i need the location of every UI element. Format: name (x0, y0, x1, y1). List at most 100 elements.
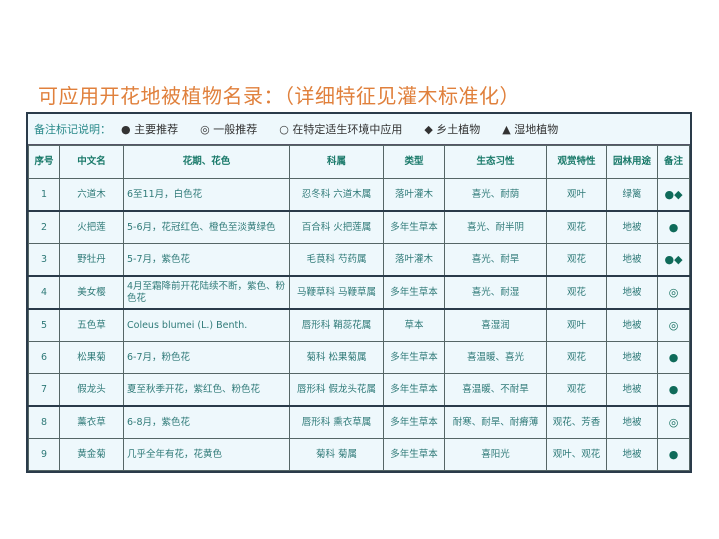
table-cell: 马鞭草科 马鞭草属 (289, 275, 384, 310)
table-cell: 喜光、耐半阴 (444, 210, 547, 244)
table-cell: 观花 (546, 243, 607, 277)
table-row: 1 六道木 6至11月，白色花 忍冬科 六道木属 落叶灌木 喜光、耐荫 观叶 绿篱 ●◆ (28, 178, 690, 212)
table-cell: 5 (28, 308, 60, 342)
table-cell: 5-7月，紫色花 (123, 243, 290, 277)
table-cell: 观花 (546, 373, 607, 407)
table-cell: 地被 (606, 308, 658, 342)
table-cell: 假龙头 (59, 373, 124, 407)
column-header: 备注 (657, 145, 690, 179)
remark-marker: ◎ (657, 308, 690, 342)
legend-native: ◆ 乡土植物 (424, 123, 481, 136)
table-cell: 地被 (606, 438, 658, 471)
remark-marker: ◎ (657, 275, 690, 310)
table-cell: 观花 (546, 275, 607, 310)
table-cell: 落叶灌木 (383, 243, 445, 277)
column-header: 生态习性 (444, 145, 547, 179)
header-row: 序号 中文名 花期、花色 科属 类型 生态习性 观赏特性 园林用途 备注 (28, 145, 690, 179)
table-cell: 绿篱 (606, 178, 658, 212)
table-cell: 地被 (606, 210, 658, 244)
table-cell: 毛茛科 芍药属 (289, 243, 384, 277)
column-header: 园林用途 (606, 145, 658, 179)
column-header: 中文名 (59, 145, 124, 179)
remark-marker: ● (657, 210, 690, 244)
table-cell: 菊科 菊属 (289, 438, 384, 471)
table-cell: 草本 (383, 308, 445, 342)
table-row: 7 假龙头 夏至秋季开花，紫红色、粉色花 唇形科 假龙头花属 多年生草本 喜温暖、不耐旱观… (28, 373, 690, 407)
legend-general-recommend: ◎ 一般推荐 (200, 123, 258, 136)
table-cell: 观叶 (546, 308, 607, 342)
column-header: 花期、花色 (123, 145, 290, 179)
table-cell: 观叶 (546, 178, 607, 212)
table-cell: 六道木 (59, 178, 124, 212)
table-cell: 多年生草本 (383, 438, 445, 471)
table-cell: 多年生草本 (383, 210, 445, 244)
table-row: 8 薰衣草 6-8月，紫色花 唇形科 熏衣草属 多年生草本 耐寒、耐旱、耐瘠薄 观花、芳香地… (28, 405, 690, 439)
table-cell: 观花 (546, 210, 607, 244)
table-cell: 6至11月，白色花 (123, 178, 290, 212)
table-cell: 5-6月，花冠红色、橙色至淡黄绿色 (123, 210, 290, 244)
remark-marker: ● (657, 341, 690, 374)
table-cell: 喜温暖、喜光 (444, 341, 547, 374)
remark-marker: ● (657, 373, 690, 407)
table-cell: 地被 (606, 373, 658, 407)
column-header: 科属 (289, 145, 384, 179)
table-cell: 7 (28, 373, 60, 407)
table-cell: 黄金菊 (59, 438, 124, 471)
table-cell: 薰衣草 (59, 405, 124, 439)
remark-marker: ●◆ (657, 243, 690, 277)
table-cell: 地被 (606, 275, 658, 310)
legend: 备注标记说明： ● 主要推荐 ◎ 一般推荐 ○ 在特定适生环境中应用 ◆ 乡土植… (28, 114, 690, 145)
table-cell: 落叶灌木 (383, 178, 445, 212)
table-cell: 松果菊 (59, 341, 124, 374)
table-cell: 9 (28, 438, 60, 471)
table-cell: 6 (28, 341, 60, 374)
table-cell: 唇形科 鞘蕊花属 (289, 308, 384, 342)
table-row: 5 五色草 Coleus blumei (L.) Benth. 唇形科 鞘蕊花属 草本喜… (28, 308, 690, 342)
table-cell: 6-8月，紫色花 (123, 405, 290, 439)
table-cell: 野牡丹 (59, 243, 124, 277)
table-cell: 2 (28, 210, 60, 244)
table-cell: 4月至霜降前开花陆续不断，紫色、粉色花 (123, 275, 290, 310)
table-cell: 几乎全年有花，花黄色 (123, 438, 290, 471)
table-row: 9 黄金菊 几乎全年有花，花黄色 菊科 菊属 多年生草本 喜阳光 观叶、观花 地被 ● (28, 438, 690, 471)
table-cell: 五色草 (59, 308, 124, 342)
table-row: 3 野牡丹 5-7月，紫色花 毛茛科 芍药属 落叶灌木 喜光、耐旱 观花 地被 ●◆ (28, 243, 690, 277)
table-cell: 多年生草本 (383, 275, 445, 310)
table-cell: 喜光、耐荫 (444, 178, 547, 212)
table-cell: 唇形科 熏衣草属 (289, 405, 384, 439)
table-cell: 喜光、耐旱 (444, 243, 547, 277)
table-cell: 观叶、观花 (546, 438, 607, 471)
column-header: 观赏特性 (546, 145, 607, 179)
table-cell: Coleus blumei (L.) Benth. (123, 308, 290, 342)
table-cell: 唇形科 假龙头花属 (289, 373, 384, 407)
plant-table: 备注标记说明： ● 主要推荐 ◎ 一般推荐 ○ 在特定适生环境中应用 ◆ 乡土植… (26, 112, 692, 473)
legend-specific-env: ○ 在特定适生环境中应用 (279, 123, 403, 136)
table-cell: 多年生草本 (383, 341, 445, 374)
table-row: 4 美女樱 4月至霜降前开花陆续不断，紫色、粉色花 马鞭草科 马鞭草属 多年生草本 喜光、… (28, 275, 690, 310)
table-cell: 火把莲 (59, 210, 124, 244)
remark-marker: ● (657, 438, 690, 471)
table-cell: 地被 (606, 405, 658, 439)
column-header: 类型 (383, 145, 445, 179)
table-cell: 喜光、耐湿 (444, 275, 547, 310)
table-cell: 耐寒、耐旱、耐瘠薄 (444, 405, 547, 439)
table-cell: 8 (28, 405, 60, 439)
table-cell: 3 (28, 243, 60, 277)
table-cell: 菊科 松果菊属 (289, 341, 384, 374)
table-cell: 观花、芳香 (546, 405, 607, 439)
page-title: 可应用开花地被植物名录：（详细特征见灌木标准化） (38, 84, 520, 108)
table-cell: 多年生草本 (383, 373, 445, 407)
column-header: 序号 (28, 145, 60, 179)
table-cell: 百合科 火把莲属 (289, 210, 384, 244)
table-cell: 地被 (606, 243, 658, 277)
table-cell: 地被 (606, 341, 658, 374)
table-row: 6 松果菊 6-7月，粉色花 菊科 松果菊属 多年生草本 喜温暖、喜光 观花 地被 ● (28, 341, 690, 374)
table-cell: 喜湿润 (444, 308, 547, 342)
table-cell: 忍冬科 六道木属 (289, 178, 384, 212)
table-cell: 喜阳光 (444, 438, 547, 471)
table-cell: 6-7月，粉色花 (123, 341, 290, 374)
table-cell: 夏至秋季开花，紫红色、粉色花 (123, 373, 290, 407)
legend-label: 备注标记说明： (34, 123, 111, 136)
table-cell: 1 (28, 178, 60, 212)
remark-marker: ●◆ (657, 178, 690, 212)
